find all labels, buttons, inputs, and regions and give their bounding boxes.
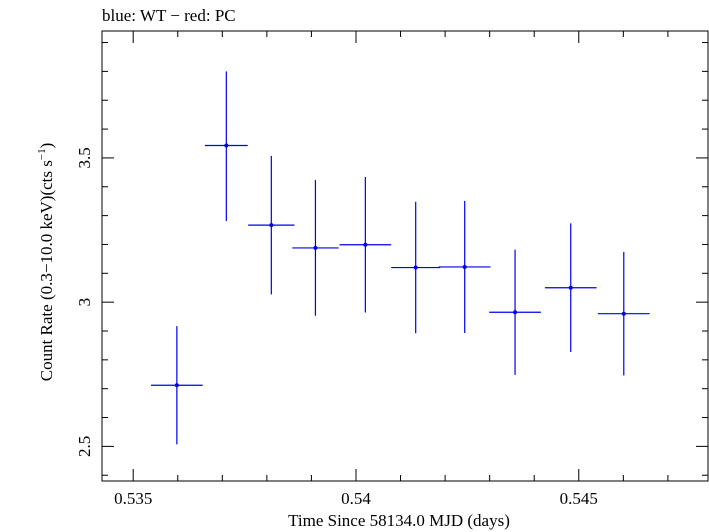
data-point xyxy=(292,180,339,316)
axis-ticks xyxy=(102,31,708,481)
axis-tick-labels: 0.535 0.54 0.545 2.5 3 3.5 xyxy=(75,147,598,508)
data-series-wt xyxy=(151,71,650,445)
data-point xyxy=(248,155,295,295)
data-marker xyxy=(313,245,318,250)
data-point xyxy=(339,176,392,313)
data-marker xyxy=(413,265,418,270)
data-point xyxy=(391,201,441,334)
data-marker xyxy=(568,285,573,290)
y-tick-label: 3 xyxy=(75,298,94,307)
data-point xyxy=(544,223,597,353)
y-axis-label-superscript: −1 xyxy=(36,148,48,160)
data-point xyxy=(489,249,541,375)
x-tick-label: 0.545 xyxy=(560,489,598,508)
plot-frame xyxy=(101,30,709,482)
data-marker xyxy=(174,383,179,388)
data-marker xyxy=(269,223,274,228)
data-marker xyxy=(513,310,518,315)
y-tick-label: 3.5 xyxy=(75,147,94,168)
chart-title: blue: WT − red: PC xyxy=(102,6,236,25)
y-tick-label: 2.5 xyxy=(75,436,94,457)
y-axis-label-main: Count Rate (0.3−10.0 keV)(cts s xyxy=(37,160,56,381)
data-point xyxy=(204,71,248,222)
data-point xyxy=(438,200,491,334)
y-axis-label: Count Rate (0.3−10.0 keV)(cts s−1) xyxy=(36,143,56,382)
data-marker xyxy=(224,143,229,148)
y-axis-label-close: ) xyxy=(37,143,56,149)
x-axis-label: Time Since 58134.0 MJD (days) xyxy=(288,511,510,530)
data-marker xyxy=(462,264,467,269)
x-tick-label: 0.54 xyxy=(341,489,371,508)
data-marker xyxy=(621,311,626,316)
data-point xyxy=(597,251,650,376)
x-tick-label: 0.535 xyxy=(114,489,152,508)
data-point xyxy=(151,326,203,445)
data-marker xyxy=(363,242,368,247)
